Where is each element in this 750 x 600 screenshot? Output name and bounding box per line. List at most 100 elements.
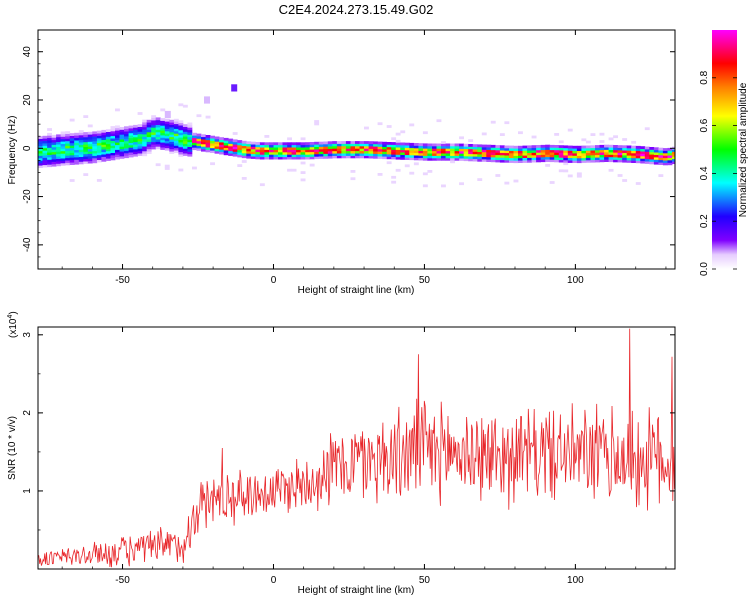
- spectrogram-cell: [187, 127, 193, 131]
- spectrogram-cell: [305, 142, 311, 145]
- spectrogram-cell: [599, 154, 605, 158]
- spectrogram-cell: [65, 160, 71, 163]
- spectrogram-cell: [522, 150, 528, 154]
- spectrogram-cell: [210, 145, 215, 149]
- spectrogram-outlier: [204, 96, 210, 104]
- spectrogram-cell: [626, 150, 632, 154]
- spectrogram-cell: [481, 159, 487, 162]
- y-tick-label: 1: [22, 488, 33, 494]
- spectrogram-cell: [341, 153, 347, 156]
- spectrogram-cell: [604, 144, 609, 148]
- spectrogram-cell: [173, 138, 179, 141]
- spectrogram-cell: [219, 146, 224, 150]
- spectrogram-cell: [422, 157, 428, 161]
- spectrogram-cell: [169, 129, 175, 133]
- colorbar-tick-label: 0.6: [699, 118, 710, 132]
- spectrogram-cell: [60, 131, 66, 135]
- spectrogram-cell: [110, 128, 116, 132]
- spectrogram-cell: [78, 149, 84, 153]
- spectrogram-cell: [486, 152, 492, 155]
- spectrogram-cell: [441, 157, 446, 161]
- spectrogram-cell: [327, 141, 333, 145]
- spectrogram-cell: [178, 149, 184, 153]
- spectrogram-cell: [332, 148, 338, 152]
- spectrogram-cell: [74, 137, 80, 141]
- spectrogram-cell: [486, 147, 492, 150]
- spectrogram-cell: [182, 143, 188, 147]
- spectrogram-cell: [350, 150, 356, 154]
- spectrogram-cell: [359, 150, 365, 154]
- spectrogram-cell: [173, 143, 179, 146]
- spectrogram-cell: [92, 148, 98, 152]
- spectrogram-cell: [87, 136, 93, 140]
- spectrogram-cell: [232, 146, 238, 150]
- spectrogram-cell: [613, 135, 618, 139]
- spectrogram-cell: [291, 168, 297, 172]
- spectrogram-cell: [441, 148, 446, 152]
- spectrogram-cell: [617, 159, 623, 163]
- spectrogram-cell: [631, 157, 637, 161]
- spectrogram-cell: [237, 154, 243, 158]
- spectrogram-cell: [214, 146, 220, 149]
- spectrogram-cell: [255, 142, 261, 145]
- spectrogram-cell: [124, 133, 129, 137]
- spectrogram-cell: [441, 184, 446, 188]
- spectrogram-cell: [368, 148, 374, 152]
- spectrogram-cell: [142, 122, 148, 125]
- spectrogram-cell: [178, 103, 184, 107]
- spectrogram-cell: [332, 155, 338, 159]
- spectrogram-cell: [56, 163, 61, 167]
- spectrogram-cell: [454, 145, 460, 149]
- spectrogram-cell: [47, 152, 52, 155]
- spectrogram-cell: [38, 165, 43, 168]
- spectrogram-cell: [228, 143, 234, 147]
- spectrogram-cell: [101, 139, 107, 143]
- spectrogram-cell: [400, 152, 406, 155]
- spectrogram-cell: [499, 154, 505, 158]
- spectrogram-cell: [259, 147, 265, 150]
- spectrogram-cell: [119, 156, 125, 159]
- spectrogram-cell: [42, 155, 48, 158]
- spectrogram-cell: [364, 150, 369, 154]
- spectrogram-cell: [540, 159, 546, 163]
- y-tick-label: -40: [22, 237, 33, 252]
- spectrogram-cell: [545, 156, 551, 160]
- spectrogram-cell: [110, 157, 116, 161]
- spectrogram-cell: [454, 150, 460, 154]
- spectrogram-cell: [38, 150, 43, 154]
- spectrogram-cell: [413, 157, 419, 161]
- spectrogram-cell: [309, 151, 315, 155]
- snr-multiplier: (x104): [7, 311, 19, 338]
- spectrogram-cell: [47, 145, 52, 148]
- spectrogram-cell: [341, 148, 347, 152]
- spectrogram-cell: [635, 145, 641, 149]
- spectrogram-cell: [540, 144, 546, 148]
- spectrogram-cell: [219, 144, 224, 148]
- spectrogram-cell: [513, 160, 519, 164]
- spectrogram-cell: [60, 136, 66, 140]
- spectrogram-cell: [400, 157, 406, 160]
- spectrogram-cell: [418, 155, 424, 159]
- spectrogram-cell: [445, 143, 451, 147]
- spectrogram-cell: [47, 159, 52, 163]
- spectrogram-cell: [640, 158, 646, 162]
- spectrogram-cell: [400, 144, 406, 148]
- spectrogram-cell: [509, 150, 514, 154]
- spectrogram-cell: [296, 147, 301, 150]
- spectrogram-cell: [450, 143, 455, 147]
- spectrogram-cell: [115, 142, 120, 146]
- spectrogram-cell: [296, 151, 301, 155]
- spectrogram-cell: [110, 135, 116, 139]
- snr-y-ticks: 1 2 3: [22, 332, 675, 570]
- spectrogram-cell: [350, 153, 356, 156]
- spectrogram-cell: [160, 130, 166, 133]
- spectrogram-cell: [192, 132, 197, 136]
- spectrogram-cell: [173, 128, 179, 132]
- spectrogram-cell: [237, 147, 243, 151]
- spectrogram-cell: [409, 171, 415, 175]
- spectrogram-cell: [264, 147, 270, 150]
- spectrogram-cell: [558, 150, 564, 153]
- spectrogram-cell: [509, 160, 514, 163]
- spectrogram-cell: [92, 145, 98, 149]
- spectrogram-cell: [662, 150, 668, 154]
